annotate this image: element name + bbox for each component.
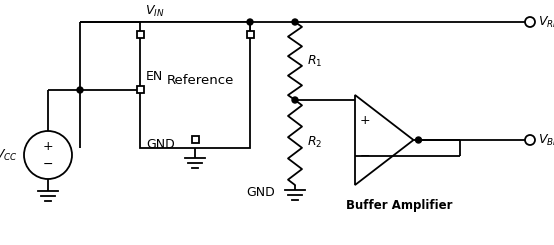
Circle shape [416,137,422,143]
Text: GND: GND [146,138,175,151]
Text: $V_{BIAS}$: $V_{BIAS}$ [538,133,554,147]
Bar [140,22,250,148]
Text: +: + [360,114,370,127]
Text: EN: EN [146,71,163,84]
Text: −: − [360,150,370,163]
Text: $R_2$: $R_2$ [307,135,322,150]
Text: $V_{IN}$: $V_{IN}$ [145,3,165,19]
Text: Reference: Reference [166,74,234,86]
Text: $V_{CC}$: $V_{CC}$ [0,147,18,162]
Circle shape [247,19,253,25]
Circle shape [77,87,83,93]
Text: +: + [43,139,53,152]
Text: $R_1$: $R_1$ [307,53,322,69]
Circle shape [292,97,298,103]
Text: $V_{REF}$: $V_{REF}$ [538,14,554,30]
Bar [136,86,143,94]
Bar [192,136,198,144]
Circle shape [292,19,298,25]
Text: Buffer Amplifier: Buffer Amplifier [346,198,453,211]
Text: GND: GND [246,186,275,199]
Bar [136,32,143,38]
Bar [247,32,254,38]
Text: −: − [43,158,53,171]
